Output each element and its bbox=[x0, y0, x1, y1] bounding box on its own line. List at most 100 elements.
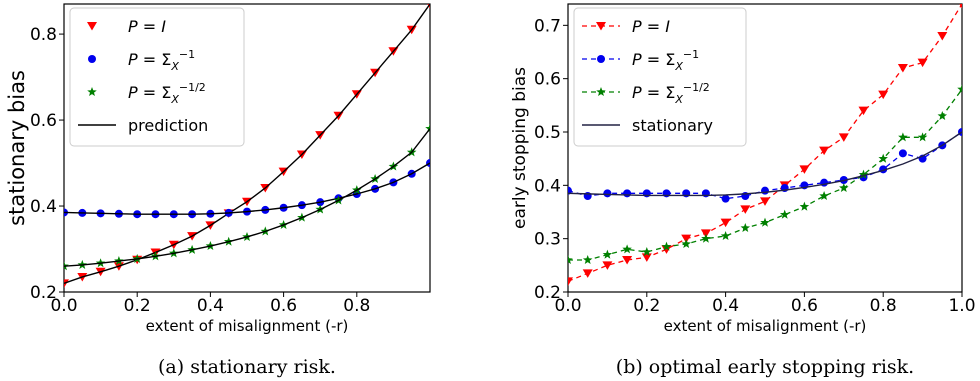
y-tick-label: 0.6 bbox=[30, 111, 57, 131]
data-point bbox=[959, 4, 962, 9]
chart-b-xlabel: extent of misalignment (-r) bbox=[664, 317, 867, 335]
legend-marker bbox=[87, 87, 97, 97]
x-tick-label: 0.4 bbox=[712, 296, 739, 316]
x-tick-label: 0.8 bbox=[343, 296, 370, 316]
data-point bbox=[582, 269, 593, 278]
data-point bbox=[760, 217, 770, 227]
y-tick-label: 0.2 bbox=[30, 283, 57, 303]
data-point bbox=[602, 249, 613, 259]
legend-marker bbox=[596, 87, 606, 97]
chart-b-legend: P = I P = ΣX−1 P = ΣX−1/2 stationary bbox=[573, 7, 747, 147]
data-point bbox=[642, 247, 652, 257]
chart-a-ticks: 0.0 0.2 0.4 0.6 0.80.20.40.60.8 bbox=[30, 25, 370, 316]
data-point bbox=[898, 149, 907, 158]
y-tick-label: 0.2 bbox=[534, 283, 561, 303]
data-point bbox=[839, 183, 849, 193]
data-point bbox=[957, 84, 962, 94]
data-point bbox=[568, 277, 573, 286]
x-tick-label: 0.6 bbox=[791, 296, 818, 316]
legend-entry: P = ΣX−1/2 bbox=[582, 81, 710, 106]
a-legend-label: P = ΣX−1 bbox=[128, 48, 195, 73]
b-legend-label: P = ΣX−1/2 bbox=[632, 81, 710, 106]
data-point bbox=[858, 106, 869, 116]
legend-entry: stationary bbox=[582, 116, 713, 135]
data-point bbox=[937, 111, 948, 121]
x-tick-label: 0.0 bbox=[554, 296, 581, 316]
chart-b-ylabel: early stopping bias bbox=[510, 67, 530, 229]
prediction-curve bbox=[64, 162, 430, 215]
legend-entry: P = ΣX−1 bbox=[88, 48, 195, 73]
data-point bbox=[897, 64, 908, 73]
data-point bbox=[779, 209, 790, 219]
legend-entry: P = ΣX−1/2 bbox=[87, 81, 206, 106]
data-point bbox=[937, 32, 948, 41]
legend-entry: P = I bbox=[87, 17, 166, 36]
chart-b-ticks: 0.0 0.2 0.4 0.6 0.8 1.00.20.30.40.50.60.7 bbox=[534, 16, 976, 316]
x-tick-label: 0.4 bbox=[197, 296, 224, 316]
prediction-curve bbox=[64, 4, 430, 285]
b-legend-label: stationary bbox=[632, 116, 713, 135]
chart-a-legend-box bbox=[69, 7, 245, 147]
y-tick-label: 0.7 bbox=[534, 16, 561, 36]
data-point bbox=[721, 194, 730, 203]
a-legend-label: P = I bbox=[128, 17, 166, 36]
y-tick-label: 0.4 bbox=[30, 197, 57, 217]
a-legend-label: P = ΣX−1/2 bbox=[128, 81, 206, 106]
chart-a-xlabel: extent of misalignment (-r) bbox=[146, 317, 349, 335]
data-point bbox=[622, 256, 633, 265]
data-point bbox=[602, 261, 613, 270]
data-point bbox=[819, 191, 829, 201]
data-point bbox=[761, 186, 769, 195]
data-point bbox=[760, 197, 770, 206]
a-legend-label: prediction bbox=[128, 116, 208, 135]
legend-entry: P = I bbox=[582, 17, 670, 36]
data-point bbox=[622, 244, 632, 254]
data-point bbox=[878, 90, 889, 100]
y-tick-label: 0.4 bbox=[534, 176, 561, 196]
legend-marker bbox=[87, 22, 97, 31]
b-legend-label: P = ΣX−1 bbox=[632, 48, 699, 73]
x-tick-label: 0.2 bbox=[633, 296, 660, 316]
data-point bbox=[740, 205, 751, 214]
chart-a-caption: (a) stationary risk. bbox=[158, 356, 336, 378]
chart-a-series bbox=[64, 4, 430, 288]
x-tick-label: 0.6 bbox=[270, 296, 297, 316]
data-point bbox=[582, 255, 593, 265]
chart-a-legend: P = I P = ΣX−1 P = ΣX−1/2 prediction bbox=[69, 7, 245, 147]
y-tick-label: 0.5 bbox=[534, 123, 561, 143]
stationary-curve bbox=[568, 131, 962, 197]
x-tick-label: 0.0 bbox=[50, 296, 77, 316]
data-point bbox=[720, 218, 731, 228]
legend-entry: prediction bbox=[78, 116, 208, 135]
series-line bbox=[568, 4, 962, 282]
data-point bbox=[878, 153, 888, 163]
data-point bbox=[681, 239, 691, 249]
data-point bbox=[799, 165, 810, 174]
y-tick-label: 0.8 bbox=[30, 25, 57, 45]
data-point bbox=[701, 233, 711, 243]
data-point bbox=[623, 189, 632, 198]
data-point bbox=[898, 132, 908, 142]
data-point bbox=[661, 241, 672, 251]
x-tick-label: 0.2 bbox=[124, 296, 151, 316]
chart-a: 0.0 0.2 0.4 0.6 0.80.20.40.60.8 stationary b… bbox=[5, 3, 431, 378]
data-point bbox=[661, 245, 672, 254]
data-point bbox=[681, 234, 692, 244]
y-tick-label: 0.3 bbox=[534, 230, 561, 250]
legend-marker bbox=[88, 55, 96, 63]
data-point bbox=[917, 58, 928, 68]
x-tick-label: 1.0 bbox=[948, 296, 975, 316]
data-point bbox=[838, 133, 849, 142]
data-point bbox=[820, 178, 829, 187]
legend-marker bbox=[596, 22, 606, 31]
data-point bbox=[700, 229, 711, 238]
legend-marker bbox=[597, 55, 605, 63]
data-point bbox=[858, 169, 869, 179]
chart-b-caption: (b) optimal early stopping risk. bbox=[616, 356, 914, 378]
chart-b-legend-box bbox=[573, 7, 747, 147]
data-point bbox=[720, 231, 731, 241]
b-legend-label: P = I bbox=[632, 17, 670, 36]
chart-b-series bbox=[568, 4, 962, 286]
data-point bbox=[740, 223, 751, 233]
